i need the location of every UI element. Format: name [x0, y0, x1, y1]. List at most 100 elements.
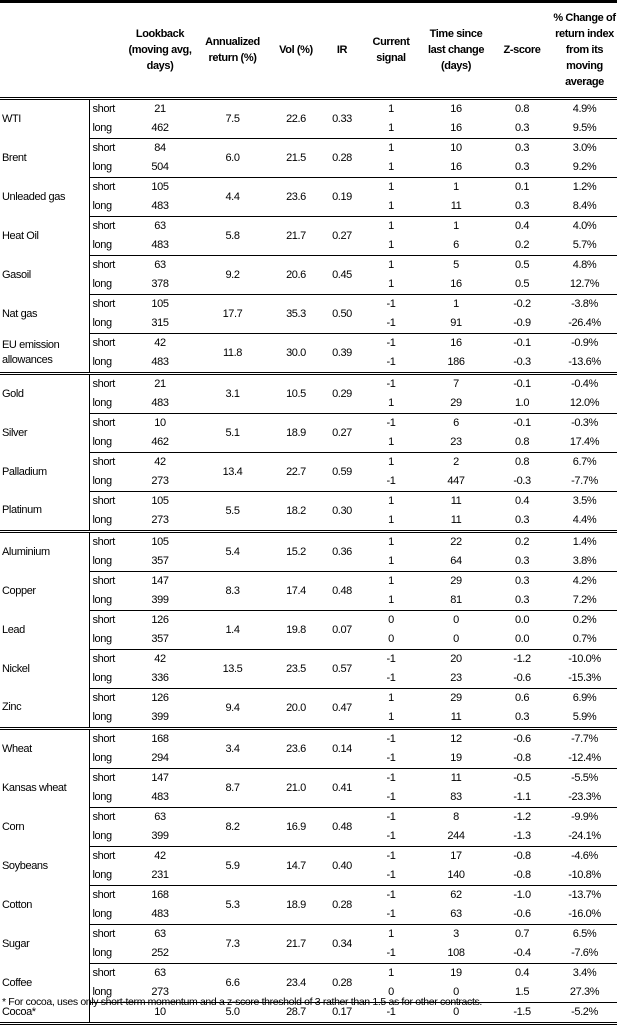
lookback-value: 231 — [151, 869, 169, 881]
time-since-change-value: 8 — [420, 807, 492, 827]
commodity-name: Lead — [2, 623, 25, 636]
lookback-value: 273 — [151, 475, 169, 487]
table-row: long 483 1 6 0.2 5.7% — [0, 236, 617, 256]
pct-change-value: -0.9% — [552, 333, 617, 353]
annualized-return-value: 4.4 — [195, 177, 270, 217]
vol-value: 14.7 — [270, 846, 322, 886]
z-score-value: -0.2 — [492, 294, 552, 314]
horizon-type: short — [88, 649, 125, 669]
pct-change-value: 8.4% — [572, 200, 597, 212]
horizon-type: long — [88, 749, 125, 769]
current-signal-value: -1 — [386, 830, 396, 842]
horizon-type: long — [88, 119, 125, 139]
annualized-return-value: 5.9 — [195, 846, 270, 886]
horizon-type: long — [88, 708, 125, 729]
vol-value: 18.9 — [270, 885, 322, 925]
table-row: long 483 -1 186 -0.3 -13.6% — [0, 353, 617, 374]
lookback-value: 42 — [125, 452, 195, 472]
lookback-value: 105 — [125, 530, 195, 552]
commodity-name: Gold — [0, 372, 89, 414]
current-signal-value: 1 — [362, 216, 420, 236]
header-vol: Vol (%) — [270, 1, 322, 100]
commodity-name: WTI — [2, 112, 21, 125]
z-score-value: -1.0 — [492, 885, 552, 905]
vol-value: 22.7 — [270, 452, 322, 492]
lookback-value: 21 — [125, 372, 195, 394]
lookback-value: 168 — [125, 727, 195, 749]
pct-change-value: 4.4% — [572, 514, 597, 526]
current-signal-value: -1 — [362, 649, 420, 669]
pct-change-value: 4.0% — [552, 216, 617, 236]
current-signal-value: 1 — [362, 924, 420, 944]
pct-change-value: -10.0% — [552, 649, 617, 669]
lookback-value: 483 — [151, 239, 169, 251]
vol-value: 17.4 — [270, 571, 322, 611]
pct-change-value: -7.7% — [552, 727, 617, 749]
z-score-value: 0.4 — [492, 963, 552, 983]
z-score-value: -0.5 — [492, 768, 552, 788]
lookback-value: 126 — [125, 688, 195, 708]
ir-value: 0.27 — [322, 216, 362, 256]
time-since-change-value: 11 — [450, 200, 462, 212]
time-since-change-value: 108 — [447, 947, 465, 959]
pct-change-value: -24.1% — [568, 830, 601, 842]
z-score-value: 0.1 — [492, 177, 552, 197]
commodity-name: Sugar — [2, 937, 30, 950]
commodity-name: Coffee — [2, 976, 32, 989]
ir-value: 0.36 — [322, 530, 362, 572]
pct-change-value: 6.5% — [552, 924, 617, 944]
horizon-type: short — [88, 333, 125, 353]
z-score-value: 0.3 — [514, 514, 530, 526]
commodity-name: Gasoil — [2, 268, 31, 281]
current-signal-value: -1 — [386, 869, 396, 881]
pct-change-value: -23.3% — [568, 791, 601, 803]
table-row: Palladium short 42 13.4 22.7 0.59 1 2 0.8 6.7% — [0, 452, 617, 492]
z-score-value: 0.3 — [492, 138, 552, 158]
time-since-change-value: 11 — [420, 768, 492, 788]
pct-change-value: -9.9% — [552, 807, 617, 827]
table-row: long 483 1 11 0.3 8.4% — [0, 197, 617, 217]
lookback-value: 483 — [151, 356, 169, 368]
horizon-type: long — [88, 552, 125, 572]
ir-value: 0.48 — [322, 807, 362, 847]
lookback-value: 273 — [151, 986, 169, 998]
horizon-type: long — [88, 314, 125, 334]
lookback-value: 126 — [125, 610, 195, 630]
z-score-value: 0.8 — [492, 98, 552, 119]
time-since-change-value: 64 — [450, 555, 462, 567]
current-signal-value: 1 — [388, 711, 394, 723]
ir-value: 0.50 — [322, 294, 362, 334]
time-since-change-value: 29 — [420, 688, 492, 708]
time-since-change-value: 20 — [420, 649, 492, 669]
time-since-change-value: 16 — [450, 161, 462, 173]
commodity-name: EU emission allowances — [2, 338, 60, 366]
time-since-change-value: 17 — [420, 846, 492, 866]
pct-change-value: 12.0% — [569, 397, 600, 409]
table-row: Copper short 147 8.3 17.4 0.48 1 29 0.3 4.2% — [0, 571, 617, 611]
lookback-value: 336 — [151, 672, 169, 684]
z-score-value: 0.4 — [492, 491, 552, 511]
lookback-value: 399 — [151, 594, 169, 606]
vol-value: 35.3 — [270, 294, 322, 334]
annualized-return-value: 3.1 — [195, 372, 270, 414]
horizon-type: short — [88, 885, 125, 905]
z-score-value: -0.4 — [513, 947, 531, 959]
table-row: long 357 1 64 0.3 3.8% — [0, 552, 617, 572]
vol-value: 20.6 — [270, 255, 322, 295]
ir-value: 0.07 — [322, 610, 362, 650]
vol-value: 30.0 — [270, 333, 322, 374]
horizon-type: long — [88, 197, 125, 217]
table-row: long 378 1 16 0.5 12.7% — [0, 275, 617, 295]
pct-change-value: -12.4% — [568, 752, 601, 764]
table-row: long 504 1 16 0.3 9.2% — [0, 158, 617, 178]
z-score-value: -1.2 — [492, 649, 552, 669]
ir-value: 0.29 — [322, 372, 362, 414]
time-since-change-value: 447 — [447, 475, 465, 487]
time-since-change-value: 11 — [450, 514, 462, 526]
z-score-value: -0.3 — [513, 356, 531, 368]
time-since-change-value: 2 — [420, 452, 492, 472]
horizon-type: long — [88, 669, 125, 689]
time-since-change-value: 23 — [450, 436, 462, 448]
current-signal-value: 1 — [388, 200, 394, 212]
current-signal-value: -1 — [386, 672, 396, 684]
